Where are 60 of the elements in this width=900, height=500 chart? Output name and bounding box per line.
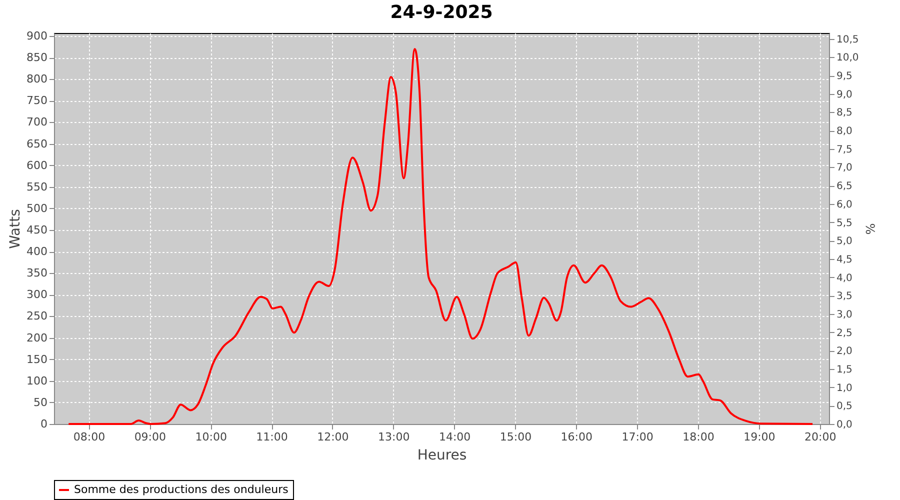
y2-tick-label: 3,5 <box>836 291 852 302</box>
legend-label: Somme des productions des onduleurs <box>74 483 289 496</box>
y-tick-label: 750 <box>26 94 48 108</box>
y2-tick-label: 4,5 <box>836 254 852 266</box>
y2-tick-label: 9,0 <box>836 89 852 100</box>
y-tick-label: 100 <box>26 374 48 388</box>
y2-tick-label: 2,0 <box>836 346 852 358</box>
y-tick-label: 650 <box>26 137 48 150</box>
y-tick-label: 300 <box>26 288 48 302</box>
y2-tick-label: 5,5 <box>836 218 852 229</box>
y2-tick-label: 1,5 <box>836 364 852 376</box>
x-tick-label: 10:00 <box>195 430 227 444</box>
y2-tick-label: 10,0 <box>836 52 859 64</box>
x-tick-label: 20:00 <box>804 430 836 444</box>
x-tick-label: 08:00 <box>73 430 106 444</box>
y-tick-label: 900 <box>26 30 48 43</box>
y-tick-label: 600 <box>26 158 48 172</box>
x-axis-title: Heures <box>417 448 467 464</box>
y2-axis-title: % <box>862 223 877 235</box>
y2-tick-label: 0,0 <box>836 420 852 430</box>
y2-tick-label: 6,0 <box>836 199 852 210</box>
y-tick-label: 250 <box>26 310 48 323</box>
y2-tick-label: 8,0 <box>836 126 852 138</box>
y2-tick-label: 1,0 <box>836 382 852 394</box>
x-tick-label: 18:00 <box>682 430 714 444</box>
x-tick-label: 13:00 <box>378 430 410 444</box>
y2-tick-label: 7,0 <box>836 162 852 174</box>
y2-tick-label: 5,0 <box>836 236 852 248</box>
y-tick-label: 850 <box>26 51 48 64</box>
y-tick-label: 700 <box>26 116 48 129</box>
y2-tick-label: 8,5 <box>836 108 852 119</box>
y-tick-label: 800 <box>26 72 48 86</box>
x-tick-label: 19:00 <box>744 430 776 444</box>
y2-tick-label: 2,5 <box>836 328 852 339</box>
y-axis-title: Watts <box>8 209 24 249</box>
x-tick-label: 09:00 <box>134 430 166 444</box>
x-tick-label: 11:00 <box>256 430 288 444</box>
y-tick-label: 200 <box>26 331 48 344</box>
y-tick-label: 450 <box>26 224 48 237</box>
y-tick-label: 550 <box>26 180 48 194</box>
x-tick-label: 14:00 <box>438 430 471 444</box>
y2-tick-label: 4,0 <box>836 272 852 284</box>
x-tick-label: 16:00 <box>560 430 592 444</box>
y-tick-label: 500 <box>26 202 48 215</box>
y-tick-label: 50 <box>34 396 48 409</box>
y2-tick-label: 9,5 <box>836 71 852 82</box>
y2-tick-label: 0,5 <box>836 401 852 412</box>
x-tick-label: 15:00 <box>500 430 532 444</box>
y-tick-label: 350 <box>26 266 48 280</box>
x-tick-label: 17:00 <box>622 430 654 444</box>
y2-tick-label: 10,5 <box>836 34 859 46</box>
x-tick-label: 12:00 <box>317 430 349 444</box>
y2-tick-label: 7,5 <box>836 144 852 156</box>
chart-title: 24-9-2025 <box>390 2 493 24</box>
y-tick-label: 400 <box>26 245 48 258</box>
y-tick-label: 150 <box>26 352 48 366</box>
y2-tick-label: 6,5 <box>836 181 852 192</box>
y2-tick-label: 3,0 <box>836 309 852 320</box>
line-series <box>68 48 814 425</box>
y-tick-label: 0 <box>40 418 48 430</box>
